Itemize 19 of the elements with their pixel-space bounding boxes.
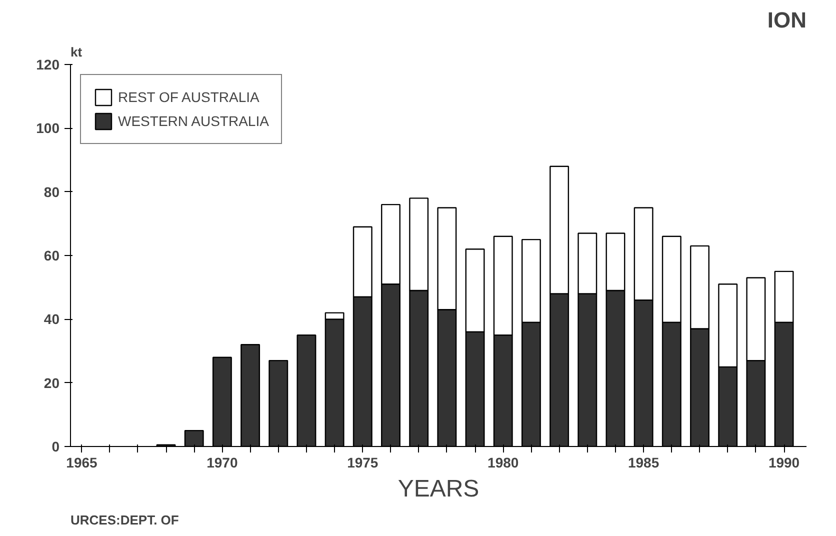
text: URCES:DEPT. OF [70, 512, 179, 528]
y-tick-label: 100 [36, 120, 60, 136]
x-axis-title: YEARS [398, 476, 480, 502]
y-tick-label: 80 [44, 184, 60, 200]
y-tick-label: 20 [44, 374, 60, 391]
x-tick-label: 1970 [206, 454, 238, 470]
x-tick-label: 1975 [347, 454, 378, 470]
y-tick-label: 0 [52, 438, 60, 454]
legend-label: WESTERN AUSTRALIA [118, 113, 269, 129]
y-tick-label: 40 [44, 311, 60, 328]
y-axis-title: kt [70, 44, 83, 60]
x-tick-label: 1985 [628, 454, 660, 470]
y-tick-label: 60 [44, 248, 60, 264]
x-tick-label: 1990 [768, 454, 800, 470]
x-tick-label: 1980 [488, 454, 519, 470]
chart-title: ION [767, 8, 807, 32]
y-tick-label: 120 [36, 56, 60, 72]
x-tick-label: 1965 [66, 454, 98, 470]
legend-label: REST OF AUSTRALIA [118, 89, 260, 105]
